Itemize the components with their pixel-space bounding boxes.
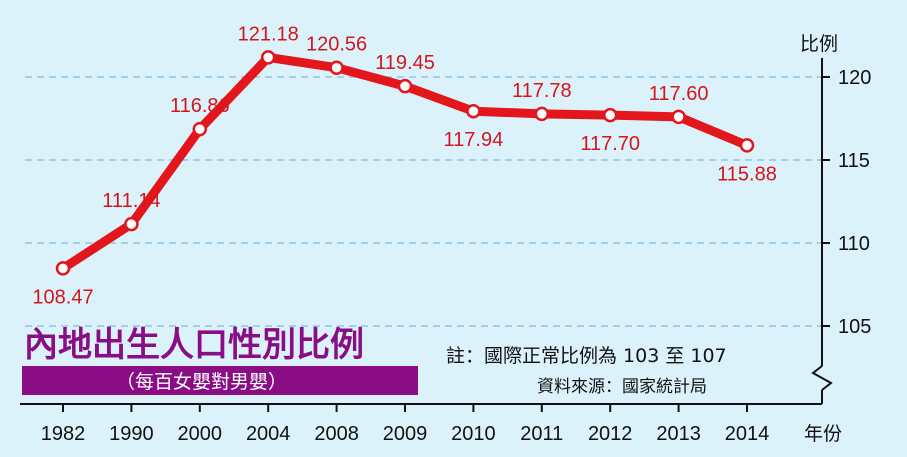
data-label: 111.14 <box>102 190 160 212</box>
x-tick-label: 2008 <box>314 423 359 445</box>
data-point <box>534 106 550 122</box>
data-point <box>397 78 413 94</box>
data-label: 117.94 <box>444 129 504 151</box>
chart-subtitle: （每百女嬰對男嬰） <box>116 371 287 393</box>
data-point <box>260 50 276 65</box>
data-point <box>602 107 618 123</box>
data-label: 119.45 <box>375 52 435 74</box>
data-point <box>671 109 686 125</box>
x-axis-title: 年份 <box>804 423 842 445</box>
x-tick-label: 1990 <box>109 423 154 445</box>
x-tick-label: 2000 <box>178 423 223 445</box>
x-tick-label: 2004 <box>246 423 291 445</box>
data-point <box>124 216 139 232</box>
y-tick-label: 105 <box>838 316 871 338</box>
data-label: 121.18 <box>238 23 299 45</box>
data-label: 116.86 <box>170 95 230 117</box>
chart-source: 資料來源：國家統計局 <box>537 377 707 397</box>
x-tick-label: 1982 <box>41 423 86 445</box>
y-axis-title: 比例 <box>800 33 838 55</box>
data-point <box>329 60 344 75</box>
data-label: 115.88 <box>717 163 777 185</box>
x-tick-label: 2013 <box>656 423 701 445</box>
data-point <box>55 261 71 276</box>
x-tick-label: 2010 <box>451 423 496 445</box>
x-tick-label: 2009 <box>383 423 428 445</box>
y-tick-label: 115 <box>838 150 870 172</box>
x-tick-label: 2014 <box>725 423 770 445</box>
data-label: 117.78 <box>512 80 572 102</box>
y-tick-label: 110 <box>838 233 870 255</box>
data-point <box>192 121 208 137</box>
data-label: 120.56 <box>306 34 367 56</box>
data-point <box>739 138 755 153</box>
y-tick-label: 120 <box>838 67 871 89</box>
data-point <box>466 103 481 119</box>
x-tick-label: 2012 <box>588 423 633 445</box>
data-label: 108.47 <box>32 286 93 308</box>
chart-note: 註：國際正常比例為 103 至 107 <box>446 345 727 367</box>
chart-title: 內地出生人口性別比例 <box>24 325 364 365</box>
x-tick-label: 2011 <box>520 423 563 445</box>
data-label: 117.70 <box>580 133 640 155</box>
subtitle-bar <box>22 366 418 395</box>
y-axis-break <box>811 365 833 391</box>
data-label: 117.60 <box>649 83 709 105</box>
